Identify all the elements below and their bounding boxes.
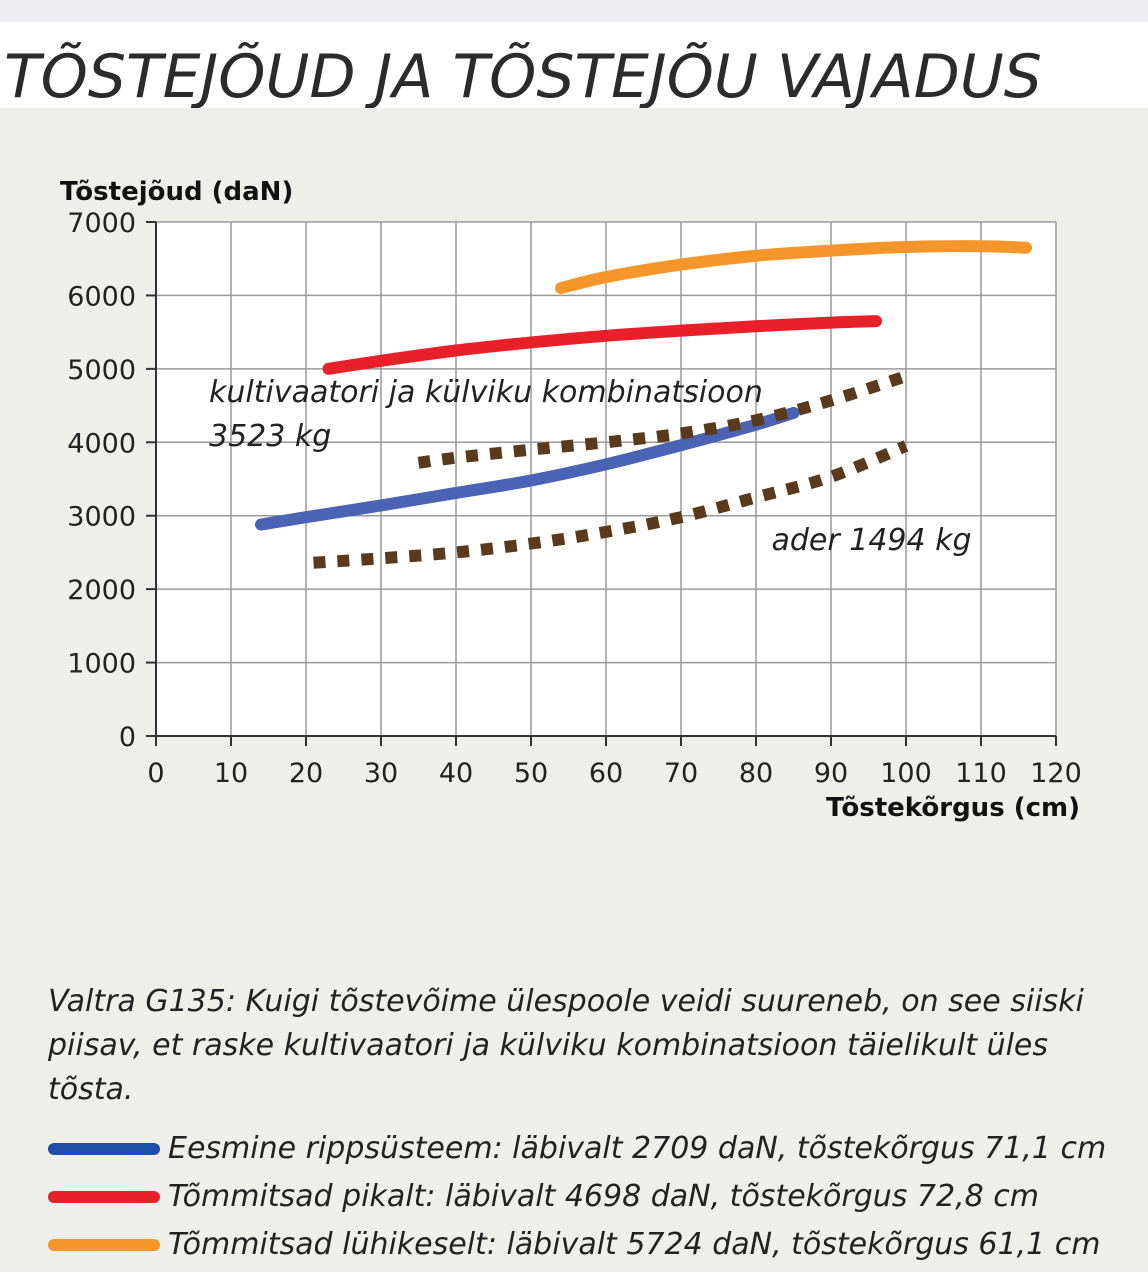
chart-annotation: ader 1494 kg [772, 523, 972, 558]
x-tick-label: 90 [814, 758, 848, 789]
legend-swatch-red [48, 1191, 160, 1203]
y-tick-label: 0 [119, 722, 136, 753]
x-tick-label: 40 [439, 758, 473, 789]
legend-label: Eesmine rippsüsteem: läbivalt 2709 daN, … [168, 1131, 1107, 1166]
series-short-arms [555, 240, 1032, 295]
chart-panel: 0 10 20 30 40 50 60 70 80 90 100 110 120 0 1000 2000 300… [0, 108, 1148, 1262]
y-tick-label: 2000 [67, 575, 136, 606]
legend-label: Tõmmitsad lühikeselt: läbivalt 5724 daN,… [168, 1227, 1101, 1262]
series-long-arms [322, 315, 882, 375]
x-tick-label: 120 [1030, 758, 1082, 789]
legend-swatch-blue [48, 1143, 160, 1155]
y-axis-label: Tõstejõud (daN) [60, 177, 293, 207]
chart-caption: Valtra G135: Kuigi tõstevõime ülespoole … [48, 984, 1084, 1107]
x-tick-label: 10 [214, 758, 248, 789]
series-plough [313, 440, 909, 569]
y-tick-label: 3000 [67, 502, 136, 533]
top-strip [0, 0, 1148, 22]
series-cultivator-seeder [417, 370, 908, 469]
x-tick-label: 110 [955, 758, 1007, 789]
x-tick-label: 0 [147, 758, 164, 789]
x-axis-label: Tõstekõrgus (cm) [826, 793, 1080, 823]
chart-annotation: 3523 kg [209, 419, 331, 454]
y-tick-label: 6000 [67, 281, 136, 312]
legend-label: Tõmmitsad pikalt: läbivalt 4698 daN, tõs… [168, 1179, 1039, 1214]
x-tick-label: 70 [664, 758, 698, 789]
y-tick-label: 1000 [67, 649, 136, 680]
legend-swatch-orange [48, 1239, 160, 1251]
x-tick-label: 50 [514, 758, 548, 789]
y-tick-label: 4000 [67, 428, 136, 459]
y-tick-label: 5000 [67, 355, 136, 386]
x-tick-label: 80 [739, 758, 773, 789]
x-tick-label: 100 [880, 758, 932, 789]
x-tick-label: 60 [589, 758, 623, 789]
chart-annotation: kultivaatori ja külviku kombinatsioon [209, 375, 763, 410]
series-front-linkage [255, 406, 800, 531]
title-bar: TÕSTEJÕUD JA TÕSTEJÕU VAJADUS [0, 22, 1148, 112]
y-tick-label: 7000 [67, 208, 136, 239]
x-tick-label: 20 [289, 758, 323, 789]
page-title: TÕSTEJÕUD JA TÕSTEJÕU VAJADUS [4, 42, 1042, 112]
x-tick-label: 30 [364, 758, 398, 789]
line-chart: 0 10 20 30 40 50 60 70 80 90 100 110 120 0 1000 2000 300… [60, 177, 1082, 823]
